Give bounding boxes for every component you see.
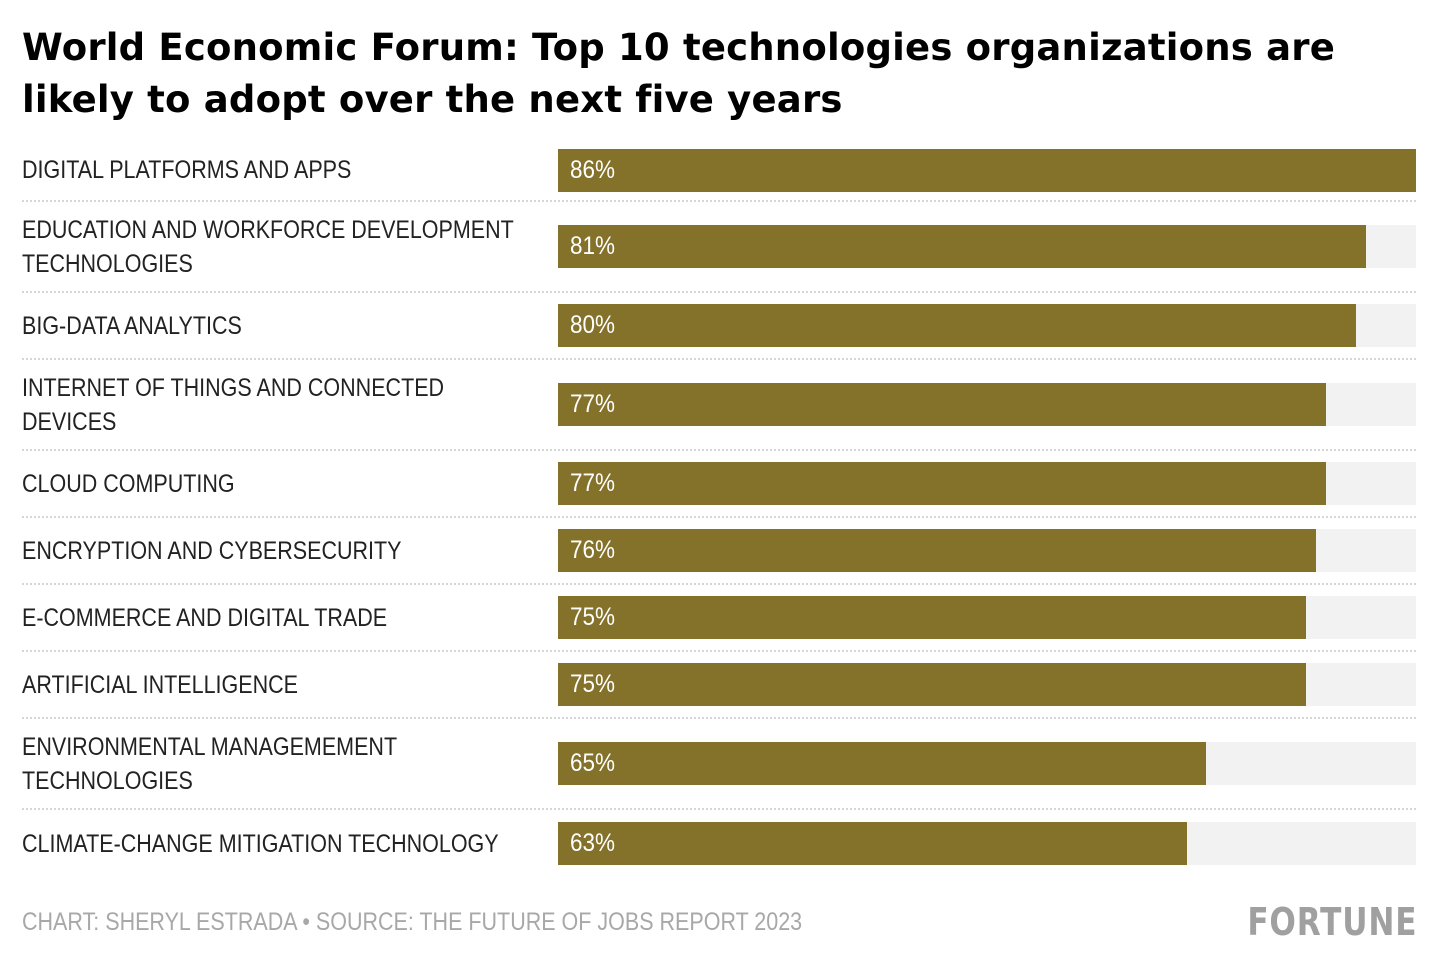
category-label: CLIMATE-CHANGE MITIGATION TECHNOLOGY <box>22 829 499 858</box>
data-label: 81% <box>570 232 616 260</box>
data-label: 80% <box>570 311 616 339</box>
bar-row: INTERNET OF THINGS AND CONNECTED DEVICES 7… <box>22 360 1416 451</box>
category-label: INTERNET OF THINGS AND CONNECTED DEVICES <box>22 373 445 436</box>
bar-row: ARTIFICIAL INTELLIGENCE 75% <box>22 652 1416 719</box>
bar-track: 75% <box>558 596 1416 639</box>
bar-track: 80% <box>558 304 1416 347</box>
bar-row: CLOUD COMPUTING 77% <box>22 451 1416 518</box>
bar-track: 86% <box>558 148 1416 192</box>
data-label: 65% <box>570 749 616 777</box>
bar-track: 76% <box>558 529 1416 572</box>
bar-track: 77% <box>558 383 1416 426</box>
bar-row: E-COMMERCE AND DIGITAL TRADE 75% <box>22 585 1416 652</box>
category-label: CLOUD COMPUTING <box>22 469 235 498</box>
bar-row: CLIMATE-CHANGE MITIGATION TECHNOLOGY 63% <box>22 810 1416 877</box>
bar-rows: DIGITAL PLATFORMS AND APPS 86% EDUCATION A… <box>22 140 1416 877</box>
bar-row: DIGITAL PLATFORMS AND APPS 86% <box>22 140 1416 202</box>
category-label: BIG-DATA ANALYTICS <box>22 311 242 340</box>
category-label: EDUCATION AND WORKFORCE DEVELOPMENT TECHN… <box>22 215 514 278</box>
fortune-logo: FORTUNE <box>1246 900 1417 944</box>
bar: 77% <box>558 462 1327 505</box>
bar-track: 81% <box>558 225 1416 268</box>
category-label: DIGITAL PLATFORMS AND APPS <box>22 156 352 184</box>
data-label: 75% <box>570 603 616 631</box>
bar-track: 65% <box>558 742 1416 785</box>
data-label: 77% <box>570 469 616 497</box>
category-label: E-COMMERCE AND DIGITAL TRADE <box>22 603 388 632</box>
bar: 65% <box>558 742 1207 785</box>
data-label: 76% <box>570 536 616 564</box>
bar-row: BIG-DATA ANALYTICS 80% <box>22 293 1416 360</box>
bar-track: 75% <box>558 663 1416 706</box>
bar: 75% <box>558 596 1307 639</box>
bar: 75% <box>558 663 1307 706</box>
data-label: 77% <box>570 390 616 418</box>
source-credit: CHART: SHERYL ESTRADA • SOURCE: THE FUTU… <box>22 908 803 936</box>
data-label: 63% <box>570 829 616 857</box>
category-label: ARTIFICIAL INTELLIGENCE <box>22 670 298 699</box>
bar-track: 77% <box>558 462 1416 505</box>
bar-row: EDUCATION AND WORKFORCE DEVELOPMENT TECHN… <box>22 202 1416 293</box>
bar: 80% <box>558 304 1357 347</box>
category-label: ENVIRONMENTAL MANAGEMEMENT TECHNOLOGIES <box>22 732 398 795</box>
bar: 81% <box>558 225 1367 268</box>
data-label: 75% <box>570 670 616 698</box>
data-label: 86% <box>570 155 616 184</box>
bar: 63% <box>558 822 1187 865</box>
bar: 86% <box>558 148 1416 192</box>
bar: 77% <box>558 383 1327 426</box>
bar-track: 63% <box>558 822 1416 865</box>
chart-title: World Economic Forum: Top 10 technologie… <box>22 26 1336 121</box>
category-label: ENCRYPTION AND CYBERSECURITY <box>22 536 402 565</box>
bar: 76% <box>558 529 1317 572</box>
bar-row: ENCRYPTION AND CYBERSECURITY 76% <box>22 518 1416 585</box>
bar-row: ENVIRONMENTAL MANAGEMEMENT TECHNOLOGIES 65… <box>22 719 1416 810</box>
